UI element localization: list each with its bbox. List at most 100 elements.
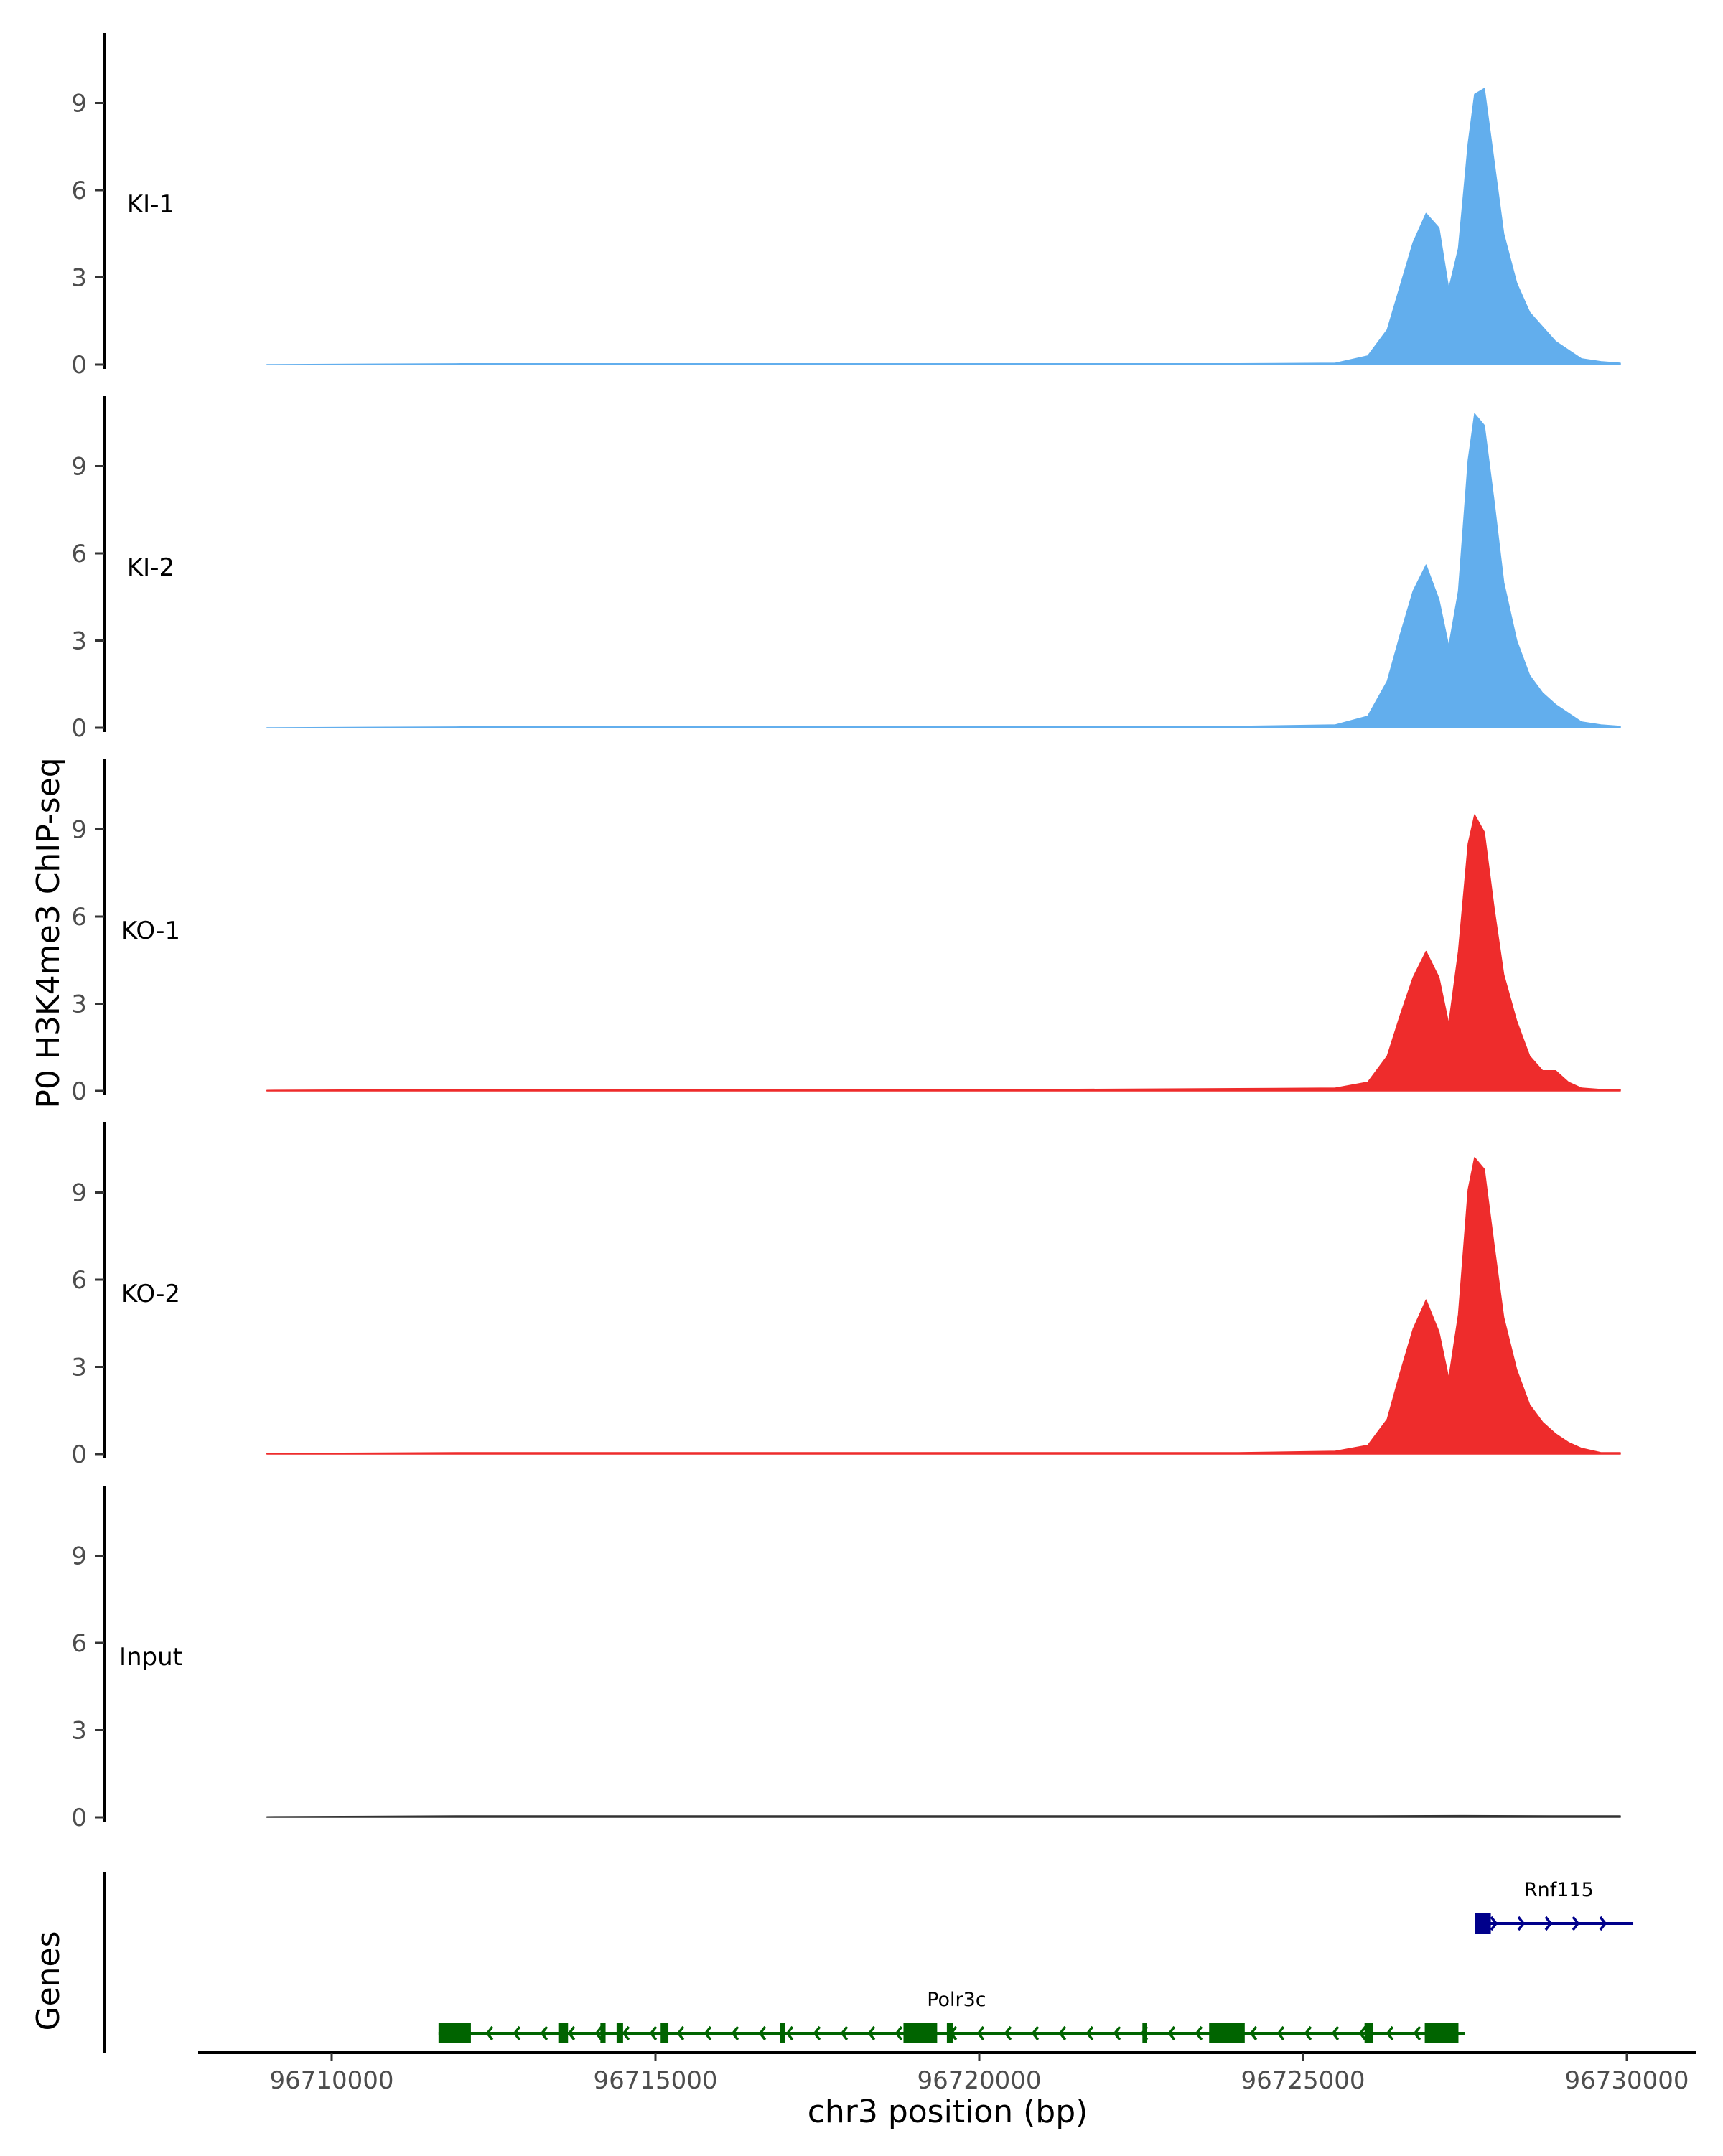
- y-tick-label: 0: [71, 1077, 87, 1106]
- x-axis-label: chr3 position (bp): [808, 2094, 1088, 2130]
- track-ki-1: 0 3 6 9 KI-1: [71, 33, 1621, 380]
- exon: [1209, 2023, 1245, 2043]
- exon: [438, 2023, 471, 2043]
- strand-arrow: [513, 2025, 521, 2041]
- x-tick-label: 96725000: [1241, 2066, 1365, 2095]
- coverage-area-ki-2: [266, 413, 1621, 728]
- strand-arrow: [649, 2025, 658, 2041]
- y-tick-label: 3: [71, 627, 87, 656]
- track-ko-1: 0 3 6 9 KO-1: [71, 759, 1621, 1106]
- exon: [1364, 2023, 1373, 2043]
- strand-arrow: [622, 2025, 630, 2041]
- strand-arrow: [1276, 2025, 1285, 2041]
- y-tick-label: 0: [71, 714, 87, 743]
- exon: [600, 2023, 606, 2043]
- strand-arrow: [485, 2025, 494, 2041]
- strand-arrow: [1167, 2025, 1176, 2041]
- track-label: Input: [119, 1643, 182, 1672]
- y-tick-label: 0: [71, 1804, 87, 1832]
- strand-arrow: [1058, 2025, 1067, 2041]
- exon: [1424, 2023, 1459, 2043]
- track-ki-2: 0 3 6 9 KI-2: [71, 396, 1621, 743]
- strand-arrow: [1544, 1916, 1553, 1931]
- strand-arrow: [1386, 2025, 1394, 2041]
- strand-arrow: [1490, 1916, 1498, 1931]
- strand-arrow: [840, 2025, 849, 2041]
- y-tick-label: 6: [71, 177, 87, 205]
- strand-arrow: [1249, 2025, 1258, 2041]
- track-label: KI-1: [127, 190, 174, 219]
- gene-polr3c: Polr3c: [438, 1989, 1465, 2043]
- strand-arrow: [1572, 1916, 1580, 1931]
- exon: [558, 2023, 569, 2043]
- y-tick-label: 6: [71, 1629, 87, 1658]
- x-tick-label: 96720000: [917, 2066, 1041, 2095]
- strand-arrow: [1517, 1916, 1526, 1931]
- strand-arrow: [867, 2025, 876, 2041]
- strand-arrow: [704, 2025, 712, 2041]
- y-tick-label: 0: [71, 351, 87, 380]
- gene-rnf115: Rnf115: [1475, 1879, 1634, 1934]
- strand-arrow: [1195, 2025, 1203, 2041]
- exon: [903, 2023, 938, 2043]
- strand-arrow: [1413, 2025, 1421, 2041]
- strand-arrow: [1599, 1916, 1607, 1931]
- strand-arrow: [1304, 2025, 1312, 2041]
- gene-track: Polr3c Rnf115: [103, 1872, 1634, 2053]
- genes-track-label: Genes: [30, 1931, 67, 2030]
- y-tick-label: 9: [71, 453, 87, 482]
- exon: [946, 2023, 953, 2043]
- track-label: KO-2: [121, 1280, 180, 1308]
- coverage-tracks: 0 3 6 9 KI-1 0 3 6 9 KI-2 0 3 6 9 KO-1 0 3 6 9 KO-2 0 3 6 9 Inpu…: [71, 33, 1621, 1832]
- y-axis-label: P0 H3K4me3 ChIP-seq: [30, 757, 67, 1108]
- y-tick-label: 3: [71, 1717, 87, 1745]
- y-tick-label: 6: [71, 540, 87, 568]
- gene-name: Polr3c: [927, 1989, 986, 2011]
- x-tick-label: 96715000: [593, 2066, 717, 2095]
- strand-arrow: [1004, 2025, 1012, 2041]
- strand-arrow: [895, 2025, 903, 2041]
- strand-arrow: [540, 2025, 548, 2041]
- track-input: 0 3 6 9 Input: [71, 1486, 1621, 1832]
- exon: [1475, 1913, 1491, 1934]
- y-tick-label: 9: [71, 90, 87, 118]
- track-ko-2: 0 3 6 9 KO-2: [71, 1122, 1621, 1469]
- strand-arrow: [1331, 2025, 1340, 2041]
- y-tick-label: 0: [71, 1440, 87, 1469]
- strand-arrow: [567, 2025, 576, 2041]
- track-label: KO-1: [121, 917, 180, 945]
- exon: [660, 2023, 669, 2043]
- x-tick-label: 96710000: [269, 2066, 393, 2095]
- coverage-area-ko-2: [266, 1157, 1621, 1455]
- coverage-area-ki-1: [266, 88, 1621, 365]
- exon: [780, 2023, 785, 2043]
- strand-arrow: [594, 2025, 603, 2041]
- strand-arrow: [976, 2025, 985, 2041]
- strand-arrow: [676, 2025, 685, 2041]
- y-tick-label: 9: [71, 1542, 87, 1571]
- x-tick-label: 96730000: [1564, 2066, 1689, 2095]
- y-tick-label: 6: [71, 903, 87, 932]
- track-label: KI-2: [127, 553, 174, 582]
- strand-arrow: [813, 2025, 821, 2041]
- strand-arrow: [758, 2025, 767, 2041]
- strand-arrow: [1031, 2025, 1040, 2041]
- strand-arrow: [785, 2025, 794, 2041]
- y-tick-label: 3: [71, 990, 87, 1019]
- y-tick-label: 6: [71, 1266, 87, 1295]
- coverage-area-input: [266, 1814, 1621, 1818]
- strand-arrow: [1358, 2025, 1367, 2041]
- gene-name: Rnf115: [1524, 1879, 1594, 1901]
- exon: [616, 2023, 623, 2043]
- strand-arrow: [1085, 2025, 1094, 2041]
- x-axis: chr3 position (bp) 96710000 96715000 96720…: [198, 2051, 1696, 2130]
- y-tick-label: 9: [71, 1179, 87, 1208]
- exon: [1142, 2023, 1147, 2043]
- y-tick-label: 9: [71, 816, 87, 845]
- y-tick-label: 3: [71, 1354, 87, 1382]
- strand-arrow: [1113, 2025, 1121, 2041]
- strand-arrow: [731, 2025, 739, 2041]
- coverage-area-ko-1: [266, 814, 1621, 1092]
